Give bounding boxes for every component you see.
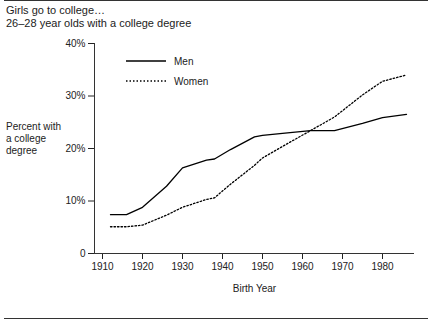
svg-text:20%: 20% bbox=[65, 143, 85, 154]
html-text:26–28 year olds with a college: 26–28 year olds with a college degree bbox=[6, 17, 192, 29]
svg-text:1910: 1910 bbox=[91, 261, 114, 272]
svg-text:1920: 1920 bbox=[131, 261, 154, 272]
svg-text:Birth Year: Birth Year bbox=[233, 283, 277, 294]
html-text:Women: Women bbox=[174, 75, 209, 87]
html-text:Girls go to college…: Girls go to college… bbox=[6, 4, 105, 16]
html-text:Percent with a college degree: Percent with a college degree bbox=[6, 121, 61, 156]
html-text:Men: Men bbox=[174, 55, 194, 67]
svg-text:40%: 40% bbox=[65, 38, 85, 49]
svg-text:30%: 30% bbox=[65, 90, 85, 101]
svg-text:1940: 1940 bbox=[211, 261, 234, 272]
svg-text:0: 0 bbox=[80, 248, 86, 259]
svg-text:1950: 1950 bbox=[251, 261, 274, 272]
svg-text:1930: 1930 bbox=[171, 261, 194, 272]
svg-text:1960: 1960 bbox=[291, 261, 314, 272]
svg-text:1980: 1980 bbox=[371, 261, 394, 272]
svg-text:10%: 10% bbox=[65, 195, 85, 206]
svg-text:1970: 1970 bbox=[331, 261, 354, 272]
